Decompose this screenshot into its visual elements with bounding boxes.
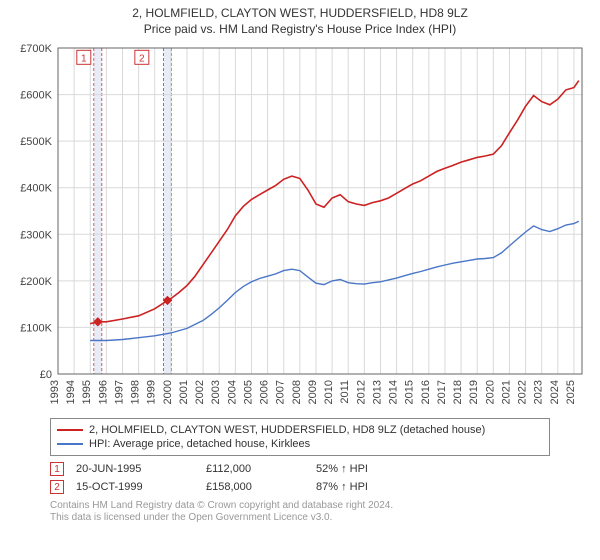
tx-price: £112,000 — [206, 463, 316, 475]
svg-text:2009: 2009 — [307, 380, 319, 404]
legend-row: 2, HOLMFIELD, CLAYTON WEST, HUDDERSFIELD… — [57, 423, 543, 437]
chart-container: 2, HOLMFIELD, CLAYTON WEST, HUDDERSFIELD… — [0, 0, 600, 560]
svg-text:2018: 2018 — [452, 380, 464, 404]
svg-text:2021: 2021 — [500, 380, 512, 404]
transaction-row: 1 20-JUN-1995£112,00052% ↑ HPI — [50, 460, 550, 478]
legend-swatch — [57, 429, 83, 431]
title-main: 2, HOLMFIELD, CLAYTON WEST, HUDDERSFIELD… — [10, 6, 590, 20]
legend-label: HPI: Average price, detached house, Kirk… — [89, 437, 310, 451]
svg-text:1998: 1998 — [130, 380, 142, 404]
svg-text:£200K: £200K — [20, 276, 52, 288]
tx-price: £158,000 — [206, 481, 316, 493]
chart-area: £0 £100K £200K £300K £400K £500K £600K £700K 199… — [10, 42, 590, 412]
svg-text:1997: 1997 — [113, 380, 125, 404]
transaction-table: 1 20-JUN-1995£112,00052% ↑ HPI 2 15-OCT-199… — [50, 460, 550, 496]
legend-row: HPI: Average price, detached house, Kirk… — [57, 437, 543, 451]
legend-swatch — [57, 443, 83, 445]
svg-text:2008: 2008 — [291, 380, 303, 404]
legend: 2, HOLMFIELD, CLAYTON WEST, HUDDERSFIELD… — [50, 418, 550, 456]
footer: Contains HM Land Registry data © Crown c… — [50, 500, 590, 524]
svg-text:£300K: £300K — [20, 229, 52, 241]
svg-text:2014: 2014 — [388, 380, 400, 404]
svg-text:1994: 1994 — [65, 380, 77, 404]
svg-text:£600K: £600K — [20, 90, 52, 102]
svg-text:2010: 2010 — [323, 380, 335, 404]
tx-pct: 87% ↑ HPI — [316, 481, 426, 493]
svg-text:2015: 2015 — [404, 380, 416, 404]
svg-text:£400K: £400K — [20, 183, 52, 195]
tx-pct: 52% ↑ HPI — [316, 463, 426, 475]
svg-text:2001: 2001 — [178, 380, 190, 404]
svg-text:2006: 2006 — [259, 380, 271, 404]
svg-text:2007: 2007 — [275, 380, 287, 404]
svg-text:2: 2 — [139, 53, 145, 64]
svg-text:1995: 1995 — [81, 380, 93, 404]
tx-date: 15-OCT-1999 — [76, 481, 206, 493]
svg-text:2020: 2020 — [484, 380, 496, 404]
svg-text:2003: 2003 — [210, 380, 222, 404]
svg-text:£700K: £700K — [20, 43, 52, 55]
svg-text:1: 1 — [81, 53, 87, 64]
svg-text:2025: 2025 — [565, 380, 577, 404]
svg-text:£100K: £100K — [20, 322, 52, 334]
svg-text:2017: 2017 — [436, 380, 448, 404]
svg-text:2000: 2000 — [162, 380, 174, 404]
title-sub: Price paid vs. HM Land Registry's House … — [10, 22, 590, 36]
svg-text:2012: 2012 — [355, 380, 367, 404]
svg-text:£500K: £500K — [20, 136, 52, 148]
svg-text:2023: 2023 — [533, 380, 545, 404]
line-chart: £0 £100K £200K £300K £400K £500K £600K £700K 199… — [10, 42, 590, 412]
legend-label: 2, HOLMFIELD, CLAYTON WEST, HUDDERSFIELD… — [89, 423, 485, 437]
footer-line2: This data is licensed under the Open Gov… — [50, 512, 590, 524]
svg-text:2019: 2019 — [468, 380, 480, 404]
svg-text:2022: 2022 — [517, 380, 529, 404]
svg-text:2005: 2005 — [242, 380, 254, 404]
svg-text:2011: 2011 — [339, 380, 351, 404]
svg-text:1993: 1993 — [49, 380, 61, 404]
svg-text:2013: 2013 — [371, 380, 383, 404]
svg-text:2002: 2002 — [194, 380, 206, 404]
svg-text:2024: 2024 — [549, 380, 561, 404]
transaction-row: 2 15-OCT-1999£158,00087% ↑ HPI — [50, 478, 550, 496]
footer-line1: Contains HM Land Registry data © Crown c… — [50, 500, 590, 512]
svg-text:1999: 1999 — [146, 380, 158, 404]
tx-date: 20-JUN-1995 — [76, 463, 206, 475]
svg-text:1996: 1996 — [97, 380, 109, 404]
tx-marker: 1 — [50, 462, 64, 476]
svg-text:2016: 2016 — [420, 380, 432, 404]
svg-text:2004: 2004 — [226, 380, 238, 404]
tx-marker: 2 — [50, 480, 64, 494]
svg-text:£0: £0 — [40, 369, 52, 381]
titles: 2, HOLMFIELD, CLAYTON WEST, HUDDERSFIELD… — [10, 6, 590, 36]
